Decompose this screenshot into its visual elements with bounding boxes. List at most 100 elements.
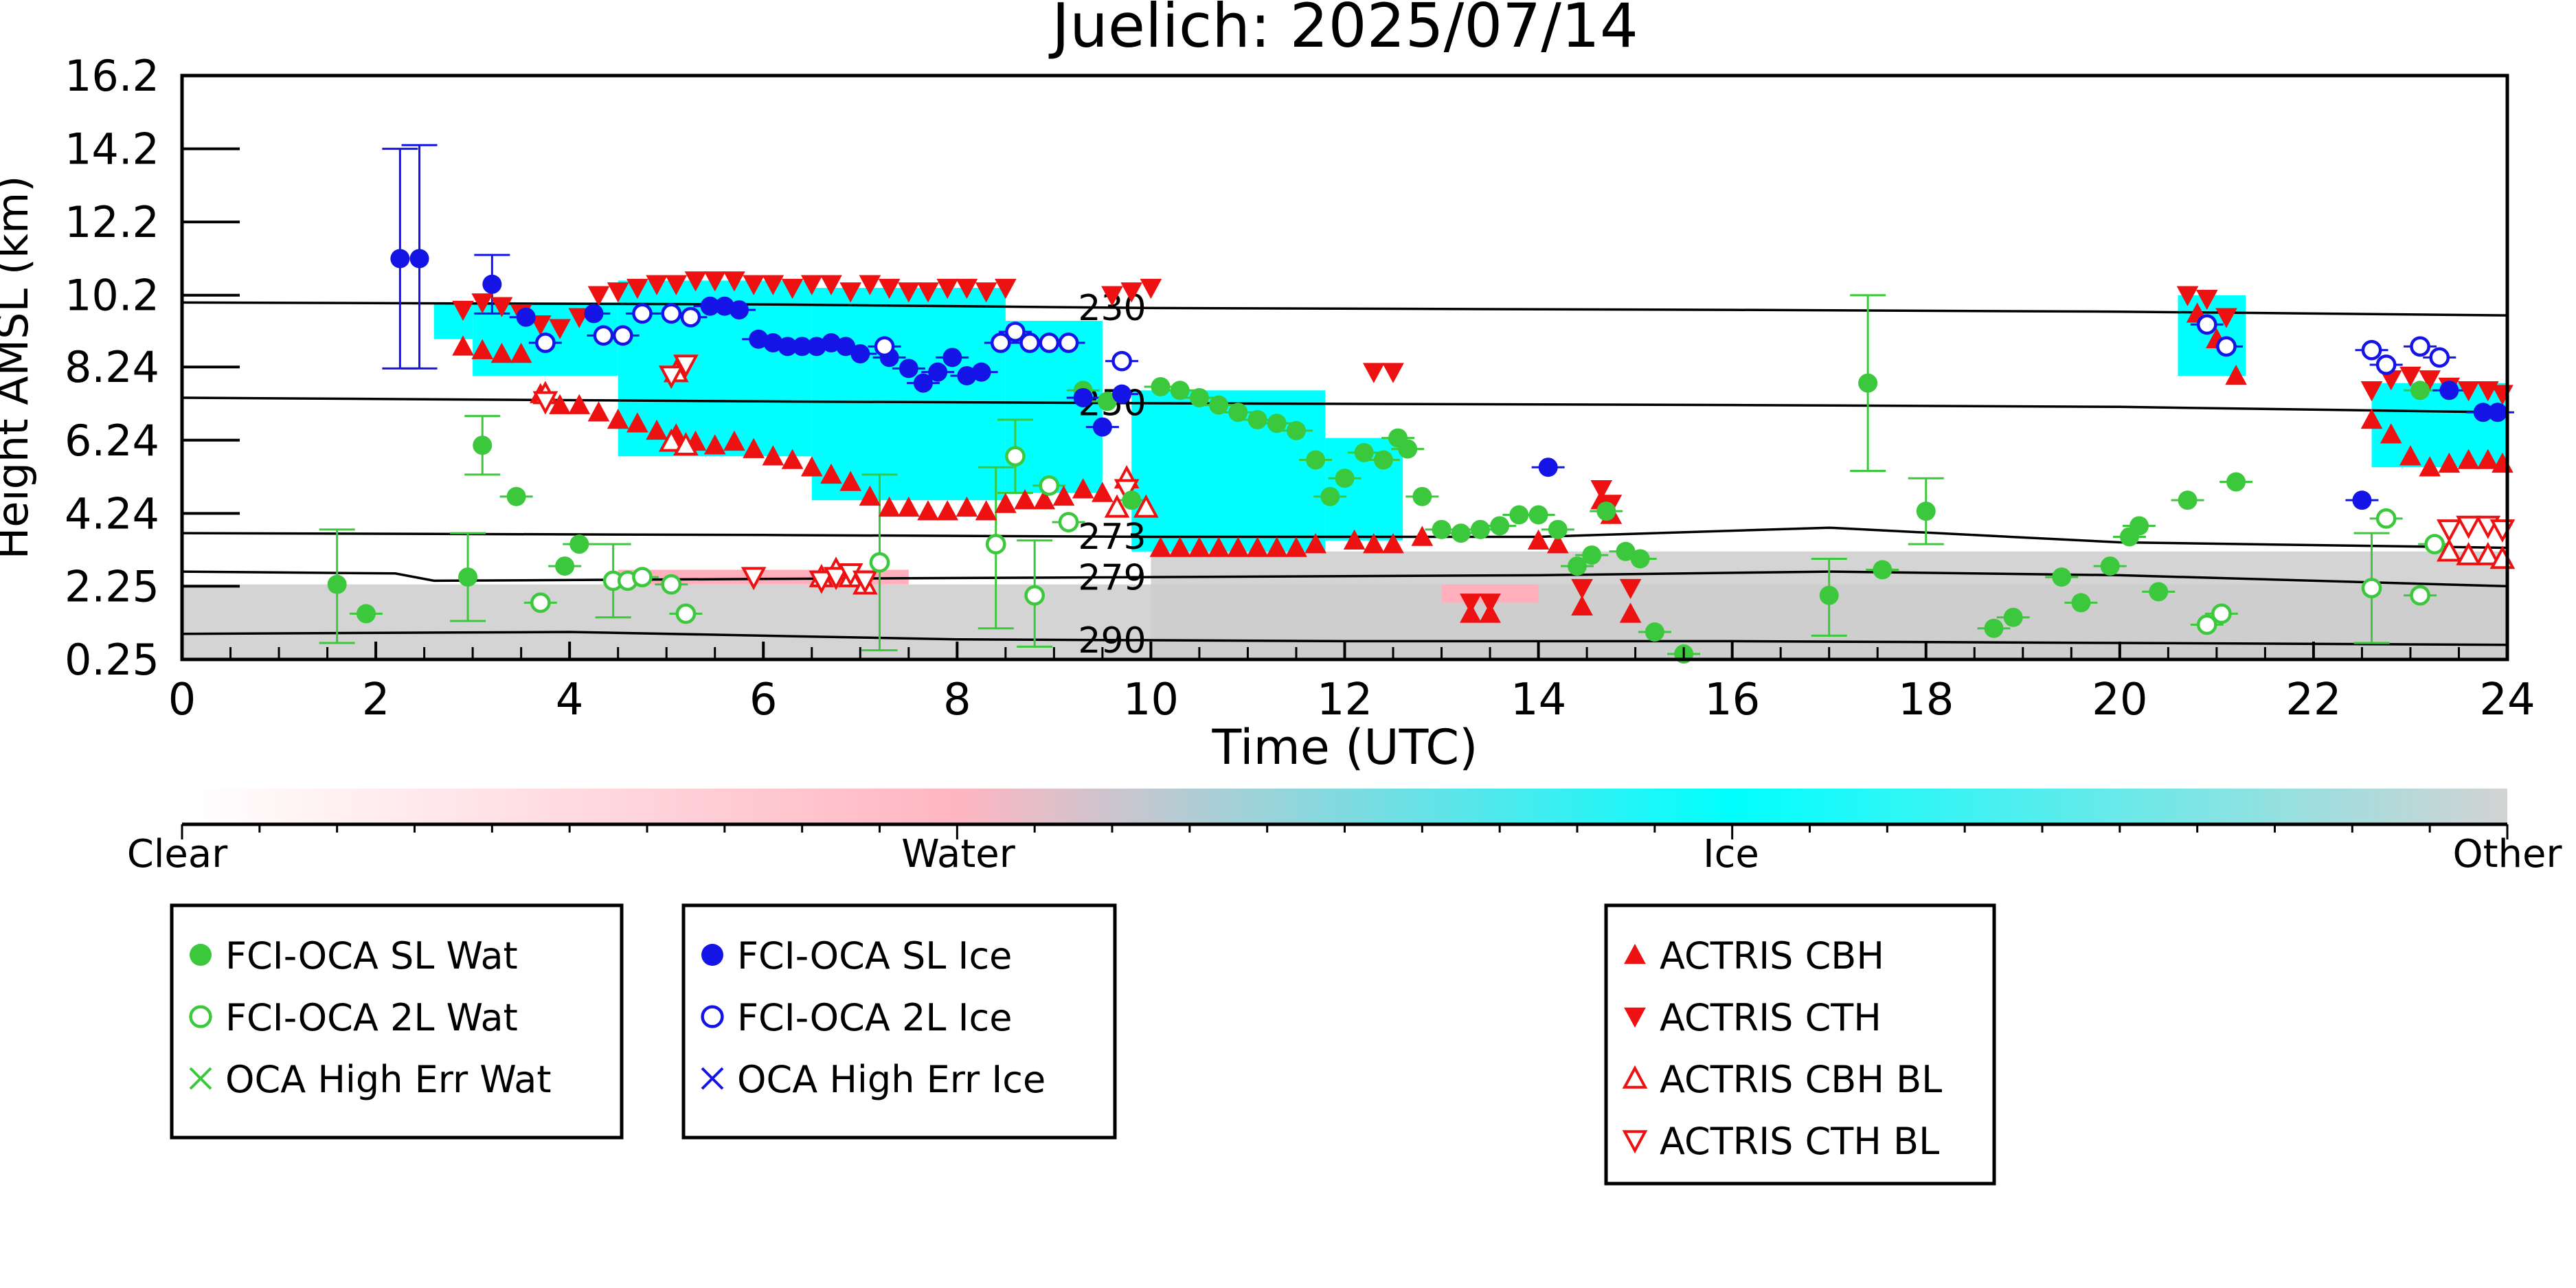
point-fci-oca-sl-wat [1306, 450, 1326, 470]
y-axis-label: Height AMSL (km) [0, 176, 38, 560]
legend-marker-actris-cbh-bl [1622, 1065, 1648, 1089]
x-tick-label: 0 [168, 675, 196, 725]
point-fci-oca-2l-ice [535, 332, 556, 353]
point-actris-cth [2215, 308, 2237, 328]
legend-marker-fci-oca-sl-wat [190, 944, 212, 966]
point-fci-oca-sl-ice [749, 329, 769, 349]
y-axis: 0.25 2.25 4.24 6.24 8.24 10.2 12.2 14.2 16.2 [65, 51, 240, 685]
point-fci-oca-2l-wat [2375, 508, 2397, 529]
colorbar-label-clear: Clear [127, 832, 228, 877]
point-actris-cth [2195, 289, 2218, 310]
point-actris-cth [684, 271, 707, 292]
legend-label-fci-oca-2l-wat: FCI-OCA 2L Wat [225, 996, 518, 1039]
point-actris-cth [878, 278, 901, 300]
point-fci-oca-2l-ice [593, 325, 614, 346]
point-actris-cbh [1343, 529, 1366, 550]
point-fci-oca-sl-wat [1097, 392, 1117, 411]
isotherm-label: 290 [1078, 620, 1146, 662]
point-fci-oca-sl-wat [1373, 450, 1393, 470]
legend-marker-actris-cth [1624, 1007, 1646, 1028]
point-fci-oca-sl-wat [555, 556, 575, 576]
point-fci-oca-2l-wat [675, 603, 697, 624]
point-actris-cbh [2457, 449, 2480, 469]
point-actris-cbh [2225, 364, 2247, 385]
point-actris-cbh [1208, 536, 1230, 557]
point-actris-cth [2360, 381, 2383, 402]
point-actris-cbh [781, 449, 804, 469]
point-actris-cth [1460, 594, 1482, 614]
y-tick-label: 6.24 [65, 416, 159, 466]
legend-frame [681, 903, 1117, 1140]
cloud-region-ice [2371, 383, 2507, 468]
marker-layer [327, 249, 2516, 664]
point-fci-oca-sl-wat [2100, 556, 2120, 576]
point-fci-oca-sl-ice [899, 359, 918, 379]
point-fci-oca-sl-wat [2226, 472, 2246, 492]
point-actris-cth [1101, 286, 1123, 306]
point-actris-cbh [917, 500, 939, 521]
point-actris-cbh [956, 496, 978, 517]
point-fci-oca-sl-wat [1819, 585, 1839, 605]
point-actris-cth [587, 286, 610, 306]
legend-label-actris-cbh-bl: ACTRIS CBH BL [1660, 1058, 1942, 1101]
point-actris-cbh [1265, 536, 1288, 557]
legend-marker-actris-cbh [1624, 943, 1646, 964]
point-fci-oca-sl-ice [409, 249, 429, 269]
point-actris-cth [1140, 278, 1162, 300]
point-fci-oca-sl-ice [1112, 384, 1132, 404]
point-fci-oca-2l-wat [2211, 603, 2232, 624]
point-actris-cth [2457, 381, 2480, 402]
point-actris-cth [723, 271, 745, 292]
point-actris-cbh [1362, 533, 1385, 554]
point-fci-oca-2l-ice [632, 303, 653, 324]
point-fci-oca-sl-ice [729, 300, 749, 320]
point-fci-oca-sl-ice [390, 249, 410, 269]
legend-box-2: FCI-OCA SL Ice FCI-OCA 2L Ice OCA High Err… [681, 903, 1117, 1140]
point-fci-oca-sl-ice [971, 362, 991, 382]
point-actris-cbh [607, 408, 629, 429]
point-actris-cth [1362, 363, 1385, 383]
point-actris-cth [471, 293, 494, 314]
point-fci-oca-2l-wat [661, 574, 682, 595]
x-tick-label: 2 [362, 675, 390, 725]
legend-marker-fci-oca-sl-ice [701, 944, 723, 966]
point-actris-cth [703, 271, 726, 292]
point-fci-oca-sl-wat [2052, 567, 2072, 587]
point-actris-cbh [995, 493, 1017, 513]
point-fci-oca-sl-ice [2352, 490, 2372, 510]
point-fci-oca-2l-ice [2361, 339, 2382, 361]
point-actris-cbh [723, 430, 745, 451]
point-fci-oca-sl-ice [2439, 381, 2459, 400]
point-actris-cbh [1188, 536, 1210, 557]
point-actris-cbh [897, 496, 920, 517]
y-tick-label: 12.2 [65, 197, 159, 247]
point-fci-oca-sl-ice [516, 307, 536, 327]
point-fci-oca-sl-ice [1092, 417, 1112, 437]
point-actris-cth-bl [1114, 479, 1140, 503]
point-actris-cth [917, 282, 939, 303]
colorbar-label-water: Water [901, 832, 1016, 877]
point-actris-cbh [587, 401, 610, 422]
point-actris-cth-bl [823, 567, 849, 591]
point-fci-oca-sl-wat [2003, 607, 2023, 627]
point-fci-oca-sl-wat [1984, 618, 2004, 638]
point-actris-cbh [490, 342, 513, 363]
point-fci-oca-2l-ice [990, 332, 1011, 353]
point-fci-oca-sl-ice [928, 362, 948, 382]
point-actris-cbh [1382, 533, 1404, 554]
x-tick-label: 16 [1704, 675, 1760, 725]
point-fci-oca-sl-wat [1247, 409, 1267, 429]
point-fci-oca-sl-ice [821, 333, 841, 353]
point-actris-cbh [1411, 526, 1434, 546]
y-tick-label: 2.25 [65, 561, 159, 611]
point-actris-cbh [2360, 408, 2383, 429]
point-fci-oca-2l-wat [1039, 475, 1060, 496]
point-actris-cbh [1168, 536, 1191, 557]
point-fci-oca-2l-wat [2424, 534, 2445, 554]
point-fci-oca-sl-wat [1490, 516, 1510, 536]
point-actris-cbh [2438, 452, 2461, 473]
point-fci-oca-2l-ice [1058, 332, 1079, 353]
x-tick-label: 22 [2285, 675, 2341, 725]
point-fci-oca-sl-ice [850, 344, 870, 364]
